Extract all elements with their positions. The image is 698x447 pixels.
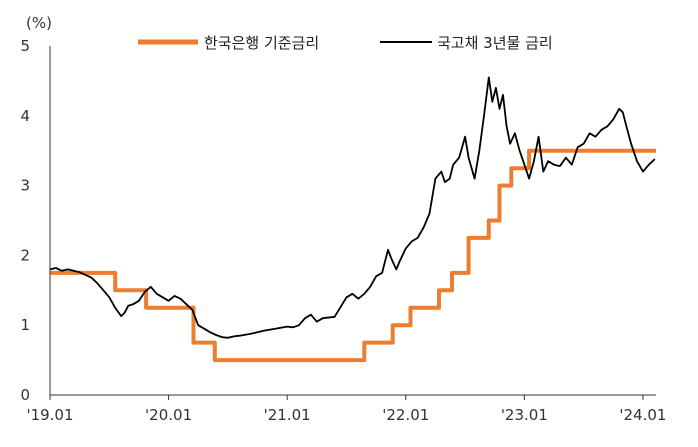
y-tick-label: 5 bbox=[20, 37, 30, 55]
legend-label-bond-3y: 국고채 3년물 금리 bbox=[437, 34, 553, 52]
x-tick-label: '23.01 bbox=[501, 406, 548, 424]
x-tick-label: '24.01 bbox=[619, 406, 666, 424]
legend: 한국은행 기준금리 국고채 3년물 금리 bbox=[138, 34, 553, 52]
y-axis-ticks: 0 1 2 3 4 5 bbox=[20, 37, 30, 404]
legend-label-base-rate: 한국은행 기준금리 bbox=[204, 34, 319, 52]
series-line-bond-3y bbox=[49, 76, 656, 339]
x-tick-label: '21.01 bbox=[264, 406, 311, 424]
y-tick-label: 3 bbox=[20, 177, 30, 195]
plot-series-group bbox=[49, 76, 656, 363]
x-tick-label: '19.01 bbox=[26, 406, 73, 424]
x-tick-label: '22.01 bbox=[382, 406, 429, 424]
x-tick-label: '20.01 bbox=[145, 406, 192, 424]
x-axis-ticks: '19.01 '20.01 '21.01 '22.01 '23.01 '24.01 bbox=[26, 395, 666, 424]
axes bbox=[49, 46, 656, 396]
y-tick-label: 4 bbox=[20, 107, 30, 125]
y-tick-label: 1 bbox=[20, 316, 30, 334]
series-line-base-rate bbox=[50, 148, 656, 363]
y-axis-unit-label: (%) bbox=[26, 14, 52, 32]
y-tick-label: 0 bbox=[20, 386, 30, 404]
y-tick-label: 2 bbox=[20, 246, 30, 264]
